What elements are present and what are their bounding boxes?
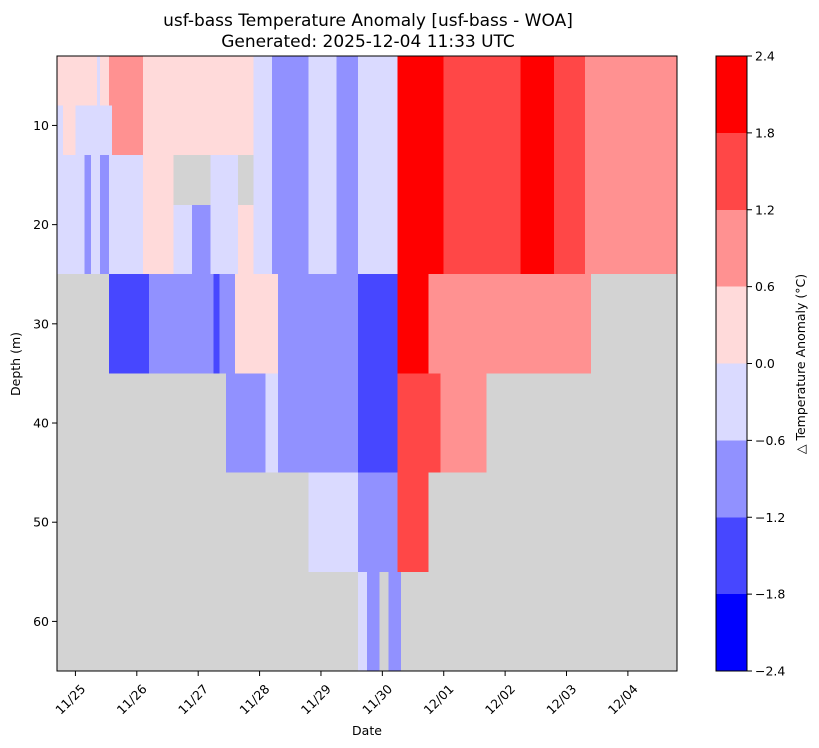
plot-frame (56, 55, 678, 672)
colorbar-tick-label: 0.0 (755, 356, 775, 371)
x-tick-label: 11/25 (52, 681, 88, 717)
heatmap-cell (63, 105, 76, 156)
heatmap-cell (357, 274, 398, 473)
x-tick-label: 11/28 (236, 681, 272, 717)
heatmap-cell (173, 204, 193, 275)
heatmap-cell (388, 571, 401, 671)
colorbar-tick-label: 1.8 (755, 125, 775, 140)
chart-subtitle: Generated: 2025-12-04 11:33 UTC (221, 32, 515, 52)
x-tick-label: 12/03 (543, 681, 579, 717)
heatmap-cell (225, 373, 266, 473)
x-axis-label: Date (352, 723, 382, 738)
colorbar-tick-label: −1.8 (755, 587, 785, 602)
heatmap-cell (397, 472, 429, 572)
colorbar-segment (716, 56, 747, 133)
x-tick-label: 11/27 (175, 681, 211, 717)
heatmap-cell (109, 56, 143, 156)
colorbar-segment (716, 517, 747, 595)
heatmap-cell (265, 373, 278, 473)
colorbar-segment (716, 440, 747, 518)
x-tick-label: 12/01 (421, 681, 457, 717)
heatmap-cell (367, 571, 380, 671)
colorbar-tick-label: 2.4 (755, 49, 775, 64)
colorbar-label: △ Temperature Anomaly (°C) (793, 274, 808, 454)
heatmap-cell (235, 274, 278, 374)
heatmap-cell (238, 204, 254, 275)
colorbar: 2.4 1.8 1.2 0.6 0.0 −0.6 −1.2 −1.8 −2.4 (715, 49, 785, 679)
y-axis: 10 20 30 40 50 60 (33, 118, 57, 629)
y-tick-label: 30 (33, 316, 49, 331)
heatmap-cell (213, 274, 220, 374)
heatmap-cell (112, 155, 143, 275)
heatmap-cell (96, 56, 100, 106)
x-tick-label: 11/29 (298, 681, 334, 717)
heatmap-cell (84, 155, 91, 275)
y-tick-label: 20 (33, 217, 49, 232)
heatmap-cell (551, 274, 592, 374)
y-tick-label: 50 (33, 515, 49, 530)
heatmap-cell (397, 56, 444, 275)
y-tick-label: 40 (33, 416, 49, 431)
y-tick-label: 10 (33, 118, 49, 133)
heatmap-cell (357, 472, 398, 572)
heatmap-cell (357, 56, 398, 275)
heatmap-cell (99, 56, 110, 106)
x-tick-label: 12/04 (605, 681, 641, 717)
x-tick-label: 11/30 (359, 681, 395, 717)
heatmap-cell (440, 373, 487, 473)
colorbar-tick-label: 1.2 (755, 202, 775, 217)
heatmap-cell (277, 274, 358, 374)
heatmap-cell (357, 571, 367, 671)
heatmap-cell (210, 155, 239, 275)
x-tick-label: 12/02 (482, 681, 518, 717)
heatmap-cell (277, 373, 358, 473)
heatmap-cell (308, 472, 358, 572)
y-tick-label: 60 (33, 614, 49, 629)
heatmap-cell (584, 56, 677, 275)
chart-title: usf-bass Temperature Anomaly [usf-bass -… (163, 11, 573, 31)
heatmap-cell (142, 155, 174, 275)
colorbar-segment (716, 209, 747, 287)
colorbar-segment (716, 132, 747, 210)
colorbar-segment (716, 594, 747, 671)
colorbar-tick-label: −0.6 (755, 433, 785, 448)
x-tick-label: 11/26 (114, 681, 150, 717)
heatmap-cell (397, 373, 441, 473)
heatmap-cell (554, 56, 585, 275)
heatmap-cell (253, 56, 272, 275)
heatmap-cell (443, 56, 521, 275)
colorbar-segment (716, 286, 747, 364)
heatmap-cell (336, 56, 358, 275)
colorbar-tick-label: 0.6 (755, 279, 775, 294)
x-axis: 11/25 11/26 11/27 11/28 11/29 11/30 12/01 12/02… (52, 671, 641, 717)
heatmap-cell (520, 56, 555, 275)
heatmap-cell (308, 56, 337, 275)
heatmap-cell (109, 274, 150, 374)
heatmap-cell (219, 274, 236, 374)
heatmap-cell (397, 274, 429, 374)
colorbar-segment (716, 363, 747, 441)
heatmap-cell (271, 56, 309, 275)
heatmap-cell (99, 155, 110, 275)
heatmap-cells (57, 56, 677, 671)
heatmap-cell (192, 204, 211, 275)
heatmap-cell (57, 56, 97, 106)
colorbar-tick-label: −2.4 (755, 664, 785, 679)
heatmap-cell (142, 56, 254, 156)
colorbar-tick-label: −1.2 (755, 510, 785, 525)
heatmap-cell (149, 274, 214, 374)
heatmap-cell (428, 274, 552, 374)
y-axis-label: Depth (m) (8, 332, 23, 396)
